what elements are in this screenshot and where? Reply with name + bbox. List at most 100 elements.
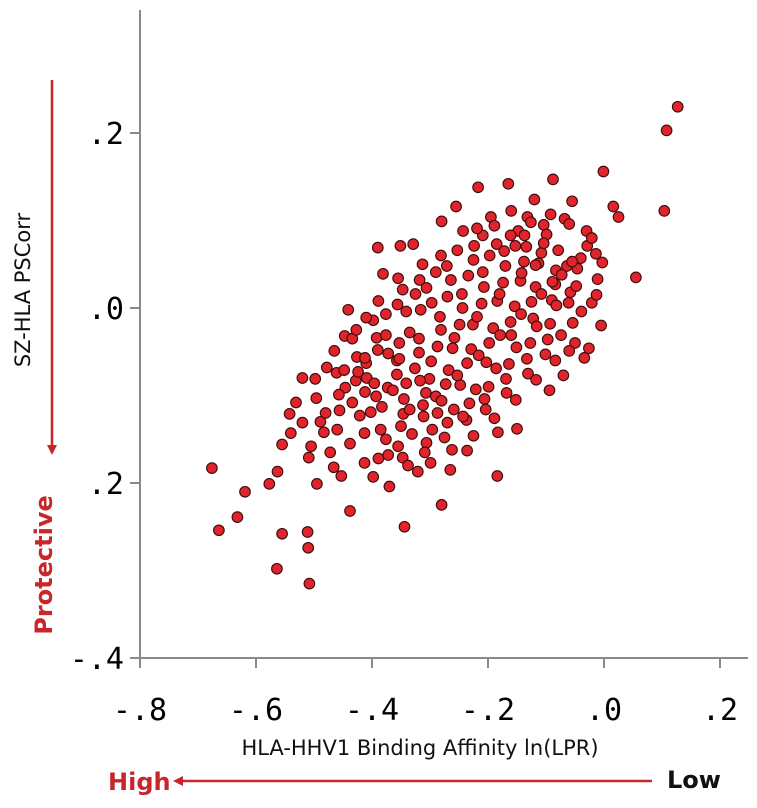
data-point (290, 396, 302, 409)
data-point (472, 349, 485, 362)
data-point (435, 249, 447, 262)
ticks: -.8 -.6 -.4 -.2 .0 .2 -.4 .2 .0 .2 (70, 117, 738, 728)
data-point (406, 428, 418, 440)
data-point (528, 193, 541, 206)
data-point (468, 240, 480, 252)
data-point (480, 356, 493, 369)
data-point (505, 329, 518, 341)
data-point (544, 208, 557, 221)
data-point (344, 505, 356, 517)
data-point (439, 378, 452, 390)
data-point (380, 433, 392, 446)
data-point (377, 268, 389, 280)
data-point (429, 266, 442, 278)
y-protective-label: Protective (30, 495, 58, 635)
x-tick-label: .2 (702, 693, 738, 728)
data-point (537, 219, 550, 231)
data-point (461, 357, 473, 369)
data-point (521, 352, 533, 365)
data-point (607, 200, 620, 213)
data-point (371, 344, 384, 356)
data-point (309, 373, 322, 385)
data-point (327, 461, 340, 474)
data-point (557, 369, 570, 382)
data-point (475, 297, 488, 310)
data-point (368, 377, 381, 390)
data-point (511, 422, 523, 435)
data-point (392, 272, 404, 285)
data-point (344, 437, 356, 450)
data-point (311, 478, 323, 490)
data-point (518, 255, 530, 268)
data-point (566, 317, 579, 329)
data-point (494, 329, 507, 341)
data-point (387, 384, 399, 397)
x-low-label: Low (667, 766, 721, 794)
x-tick-label: -.8 (113, 693, 167, 728)
data-point (547, 173, 559, 186)
data-point (302, 541, 315, 554)
data-point (524, 337, 537, 349)
data-point (328, 345, 341, 357)
data-point (446, 443, 458, 456)
data-point (359, 386, 371, 398)
data-point (490, 362, 502, 375)
data-point (398, 520, 411, 533)
data-point (371, 241, 384, 254)
data-point (391, 368, 403, 381)
data-point (471, 310, 483, 323)
data-point (491, 470, 504, 482)
data-point (271, 562, 283, 575)
data-point (461, 444, 473, 457)
data-point (469, 383, 482, 396)
data-point (350, 324, 363, 336)
data-point (393, 337, 406, 349)
data-point (478, 393, 491, 405)
data-point (296, 416, 309, 429)
data-point (372, 452, 385, 465)
data-point (413, 346, 425, 359)
data-point (518, 229, 531, 242)
data-point (302, 451, 315, 464)
data-point (283, 408, 296, 420)
data-point (276, 527, 288, 540)
data-point (472, 181, 484, 194)
data-point (488, 219, 501, 232)
data-point (319, 407, 332, 419)
data-point (382, 449, 395, 461)
data-point (482, 380, 495, 393)
data-point (398, 393, 410, 405)
data-point (566, 195, 578, 208)
data-point (305, 440, 317, 453)
data-point (462, 269, 475, 282)
data-point (510, 341, 523, 354)
data-point (530, 373, 542, 386)
data-point (396, 451, 409, 464)
data-point (544, 317, 556, 330)
data-point (590, 289, 603, 301)
data-point (420, 436, 433, 449)
data-point (509, 240, 522, 252)
data-point (440, 260, 453, 272)
data-point (451, 369, 464, 382)
data-point (478, 281, 490, 293)
y-tick-label: .2 (88, 467, 124, 502)
data-point (575, 305, 588, 318)
data-point (418, 446, 431, 459)
data-point (395, 420, 407, 432)
data-point (535, 247, 548, 259)
data-point (370, 390, 382, 403)
data-point (409, 288, 422, 300)
data-point (457, 410, 469, 423)
data-point (353, 409, 366, 422)
x-high-label: High (108, 768, 171, 796)
data-point (333, 404, 346, 417)
data-point (585, 232, 598, 244)
data-point (426, 423, 439, 436)
x-tick-label: -.6 (229, 693, 283, 728)
data-point (393, 352, 406, 365)
data-point (392, 440, 404, 453)
x-tick-label: -.4 (345, 693, 399, 728)
data-point (504, 316, 517, 328)
data-point (463, 397, 476, 410)
